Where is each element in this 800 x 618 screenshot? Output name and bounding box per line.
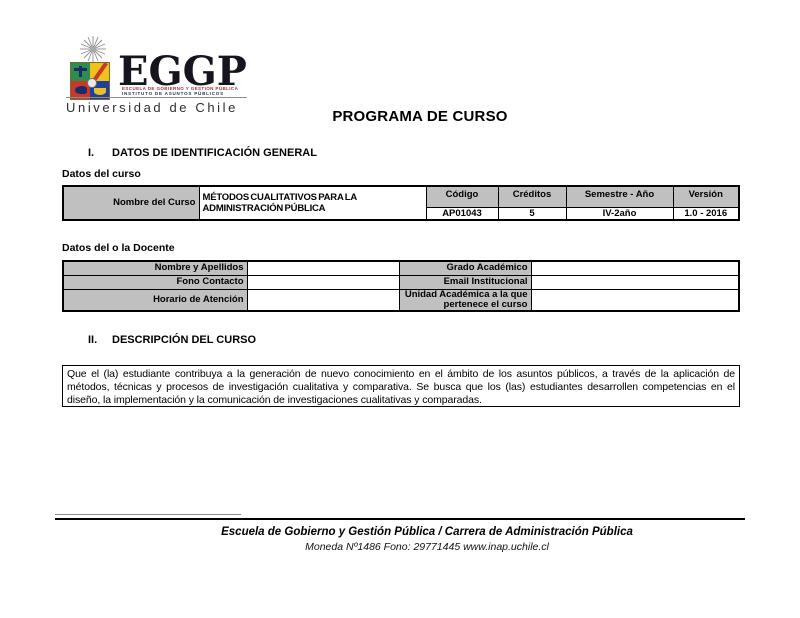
docente-label-grado: Grado Académico [398,260,532,276]
footer-divider [55,518,745,520]
table-row: Nombre y Apellidos Grado Académico [62,260,740,276]
university-name: Universidad de Chile [66,100,238,115]
docente-table: Nombre y Apellidos Grado Académico Fono … [62,260,740,312]
university-logo: EGGP ESCUELA DE GOBIERNO Y GESTIÓN PÚBLI… [66,36,251,116]
docente-field-horario [246,288,400,311]
docente-label-unidad: Unidad Académica a la que pertenece el c… [398,288,532,311]
curso-caption: Datos del curso [62,168,141,180]
curso-name-value: MÉTODOS CUALITATIVOS PARA LA ADMINISTRAC… [198,185,427,220]
footer-divider-secondary [55,514,241,515]
curso-header-codigo: Código [425,185,499,208]
page-title: PROGRAMA DE CURSO [332,108,508,125]
section-1-heading: I. DATOS DE IDENTIFICACIÓN GENERAL [88,147,488,161]
docente-label-fono: Fono Contacto [62,274,248,290]
crest-center [87,78,97,88]
docente-field-email [530,274,740,290]
curso-header-version: Versión [672,185,740,208]
footer-school-line: Escuela de Gobierno y Gestión Pública / … [221,526,633,538]
curso-value-version: 1.0 - 2016 [672,206,740,220]
docente-caption: Datos del o la Docente [62,242,175,254]
starburst-icon [80,36,106,62]
curso-value-creditos: 5 [497,206,567,220]
section-2-label: DESCRIPCIÓN DEL CURSO [112,334,257,346]
curso-table: Nombre del Curso MÉTODOS CUALITATIVOS PA… [62,185,740,221]
docente-field-grado [530,260,740,276]
docente-field-unidad [530,288,740,311]
crest-quadrant-red [71,81,90,99]
section-2-numeral: II. [88,334,98,346]
curso-header-semestre: Semestre - Año [565,185,674,208]
logo-divider [66,97,247,98]
logo-institute-line: INSTITUTO DE ASUNTOS PÚBLICOS [122,91,224,96]
uchile-crest-icon [70,62,110,100]
docente-label-email: Email Institucional [398,274,532,290]
logo-acronym: EGGP [118,48,247,95]
crest-quadrant-yellow [90,63,109,81]
crest-quadrant-green [71,63,90,81]
docente-field-fono [246,274,400,290]
logo-subtitle: ESCUELA DE GOBIERNO Y GESTIÓN PÚBLICA IN… [122,86,248,96]
docente-label-nombre: Nombre y Apellidos [62,260,248,276]
section-1-label: DATOS DE IDENTIFICACIÓN GENERAL [112,147,317,159]
course-description: Que el (la) estudiante contribuya a la g… [62,365,740,407]
footer-contact-line: Moneda Nº1486 Fono: 29771445 www.inap.uc… [305,541,549,553]
logo-school-line: ESCUELA DE GOBIERNO Y GESTIÓN PÚBLICA [122,86,239,91]
docente-field-nombre [246,260,400,276]
section-2-heading: II. DESCRIPCIÓN DEL CURSO [88,334,488,348]
curso-value-codigo: AP01043 [425,206,499,220]
docente-label-horario: Horario de Atención [62,288,248,311]
table-row: Fono Contacto Email Institucional [62,274,740,290]
curso-value-semestre: IV-2año [565,206,674,220]
curso-header-creditos: Créditos [497,185,567,208]
curso-name-label: Nombre del Curso [62,185,200,220]
table-row: Horario de Atención Unidad Académica a l… [62,288,740,311]
section-1-numeral: I. [88,147,95,159]
